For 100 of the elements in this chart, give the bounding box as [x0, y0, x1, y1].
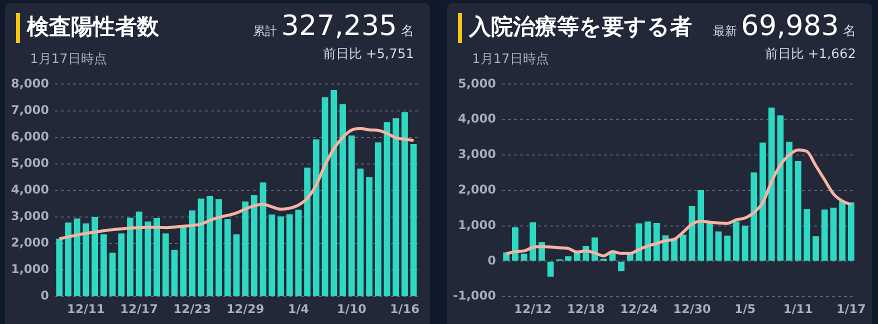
bar — [180, 226, 187, 296]
bar — [410, 144, 417, 296]
bar — [698, 190, 704, 261]
x-tick-label: 12/11 — [67, 302, 105, 316]
x-tick-label: 12/29 — [226, 302, 264, 316]
x-tick-label: 1/5 — [734, 302, 756, 316]
y-tick-label: 1,000 — [10, 262, 49, 276]
bar — [260, 182, 266, 296]
bar — [760, 142, 766, 261]
bar — [618, 262, 624, 272]
y-tick-label: 1,000 — [458, 218, 496, 232]
bar — [198, 198, 204, 296]
bar — [65, 222, 72, 296]
text: 327,235 — [281, 9, 397, 42]
y-tick-label: 4,000 — [10, 182, 49, 197]
bar — [724, 236, 731, 261]
y-tick-label: 3,000 — [458, 147, 496, 162]
bar — [768, 108, 775, 261]
x-tick-label: 12/30 — [673, 302, 711, 316]
text: 名 — [401, 23, 414, 40]
y-tick-label: 2,000 — [10, 236, 49, 250]
bar — [189, 210, 196, 296]
bar — [304, 168, 311, 296]
bar — [82, 223, 90, 296]
bar — [206, 196, 214, 296]
bar — [794, 161, 802, 261]
bar — [144, 221, 152, 296]
bar — [742, 226, 748, 261]
bar — [250, 195, 258, 296]
y-tick-label: 6,000 — [10, 129, 49, 144]
y-tick-label: 0 — [488, 253, 496, 268]
y-tick-label: 3,000 — [10, 209, 49, 224]
bar — [565, 256, 572, 261]
bar — [154, 218, 160, 296]
bar — [392, 118, 400, 296]
y-tick-label: 7,000 — [10, 102, 49, 117]
bar — [224, 219, 231, 296]
x-tick-label: 12/12 — [514, 302, 552, 316]
bar — [100, 234, 107, 296]
x-tick-label: 12/17 — [120, 302, 158, 316]
y-tick-label: 8,000 — [10, 76, 49, 90]
bar — [118, 233, 125, 296]
bar — [804, 209, 810, 261]
bar — [530, 222, 536, 261]
x-tick-label: 12/18 — [567, 302, 605, 316]
bar — [286, 214, 293, 296]
bar — [821, 210, 828, 261]
bar — [512, 227, 518, 261]
bar — [848, 202, 854, 261]
bar — [127, 218, 134, 296]
bar — [357, 168, 364, 296]
bar — [56, 238, 63, 296]
bar — [74, 218, 80, 296]
bar — [278, 216, 284, 296]
chart-title: 入院治療等を要する者 — [469, 14, 692, 42]
x-tick-label: 1/10 — [336, 302, 366, 316]
chart-subtitle: 1月17日時点 — [472, 51, 549, 68]
y-tick-label: 4,000 — [458, 112, 496, 126]
bar — [812, 236, 819, 261]
bar — [322, 97, 328, 296]
bar — [839, 201, 846, 261]
bar — [706, 222, 713, 261]
bar — [242, 202, 249, 296]
x-tick-label: 1/4 — [288, 302, 310, 316]
chart-subtitle: 1月17日時点 — [30, 51, 107, 68]
text: 前日比 +1,662 — [764, 46, 856, 63]
x-tick-label: 12/24 — [620, 302, 658, 316]
bar — [295, 210, 302, 296]
bar — [366, 177, 372, 296]
text: 名 — [843, 23, 856, 40]
line-series — [58, 127, 416, 240]
bar — [233, 234, 240, 296]
bar — [109, 252, 116, 296]
bar — [92, 216, 98, 296]
x-tick-label: 1/17 — [836, 302, 866, 316]
x-tick-label: 12/23 — [173, 302, 212, 316]
bar — [644, 222, 651, 261]
bar — [830, 208, 837, 261]
bar — [547, 262, 554, 277]
bar — [162, 233, 169, 296]
y-tick-label: 5,000 — [10, 156, 49, 170]
bar — [384, 122, 390, 296]
bar — [777, 115, 784, 261]
bar — [348, 135, 355, 296]
text: 前日比 +5,751 — [322, 46, 414, 63]
bar — [402, 112, 408, 296]
line-series — [504, 148, 853, 258]
bar — [653, 222, 660, 261]
text: 最新 — [713, 23, 738, 40]
bar — [330, 90, 338, 296]
y-tick-label: 5,000 — [458, 76, 496, 90]
bar — [680, 234, 686, 261]
x-tick-label: 1/16 — [390, 302, 420, 316]
bar — [786, 142, 792, 261]
bar — [312, 139, 320, 296]
chart-title: 検査陽性者数 — [27, 14, 159, 42]
text: 69,983 — [741, 9, 839, 42]
bar — [136, 212, 142, 296]
bar — [733, 222, 740, 261]
bar — [216, 199, 222, 296]
